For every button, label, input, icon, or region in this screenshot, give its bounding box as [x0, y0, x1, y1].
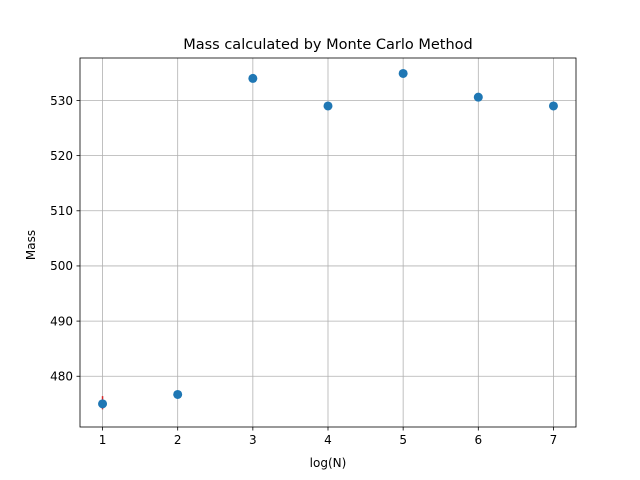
data-point: [173, 389, 183, 399]
x-tick-label: 7: [550, 433, 558, 447]
y-tick-label: 490: [50, 314, 73, 328]
x-axis-label: log(N): [310, 456, 347, 470]
y-axis-label: Mass: [24, 230, 38, 260]
data-point: [98, 399, 108, 409]
x-tick-label: 2: [174, 433, 182, 447]
y-tick-label: 480: [50, 370, 73, 384]
data-points: [98, 68, 558, 409]
x-tick-label: 5: [399, 433, 407, 447]
x-tick-label: 4: [324, 433, 332, 447]
x-axis-ticks: 1 2 3 4 5 6 7: [99, 427, 558, 447]
x-tick-label: 3: [249, 433, 257, 447]
data-point: [248, 73, 258, 83]
grid-lines: [80, 58, 576, 427]
data-point: [548, 101, 558, 111]
y-tick-label: 520: [50, 149, 73, 163]
data-point: [323, 101, 333, 111]
data-point: [473, 92, 483, 102]
y-tick-label: 510: [50, 204, 73, 218]
x-tick-label: 1: [99, 433, 107, 447]
data-point: [398, 68, 408, 78]
y-axis-ticks: 480 490 500 510 520 530: [50, 94, 80, 384]
chart-title: Mass calculated by Monte Carlo Method: [183, 37, 473, 53]
y-tick-label: 530: [50, 94, 73, 108]
x-tick-label: 6: [474, 433, 482, 447]
y-tick-label: 500: [50, 259, 73, 273]
